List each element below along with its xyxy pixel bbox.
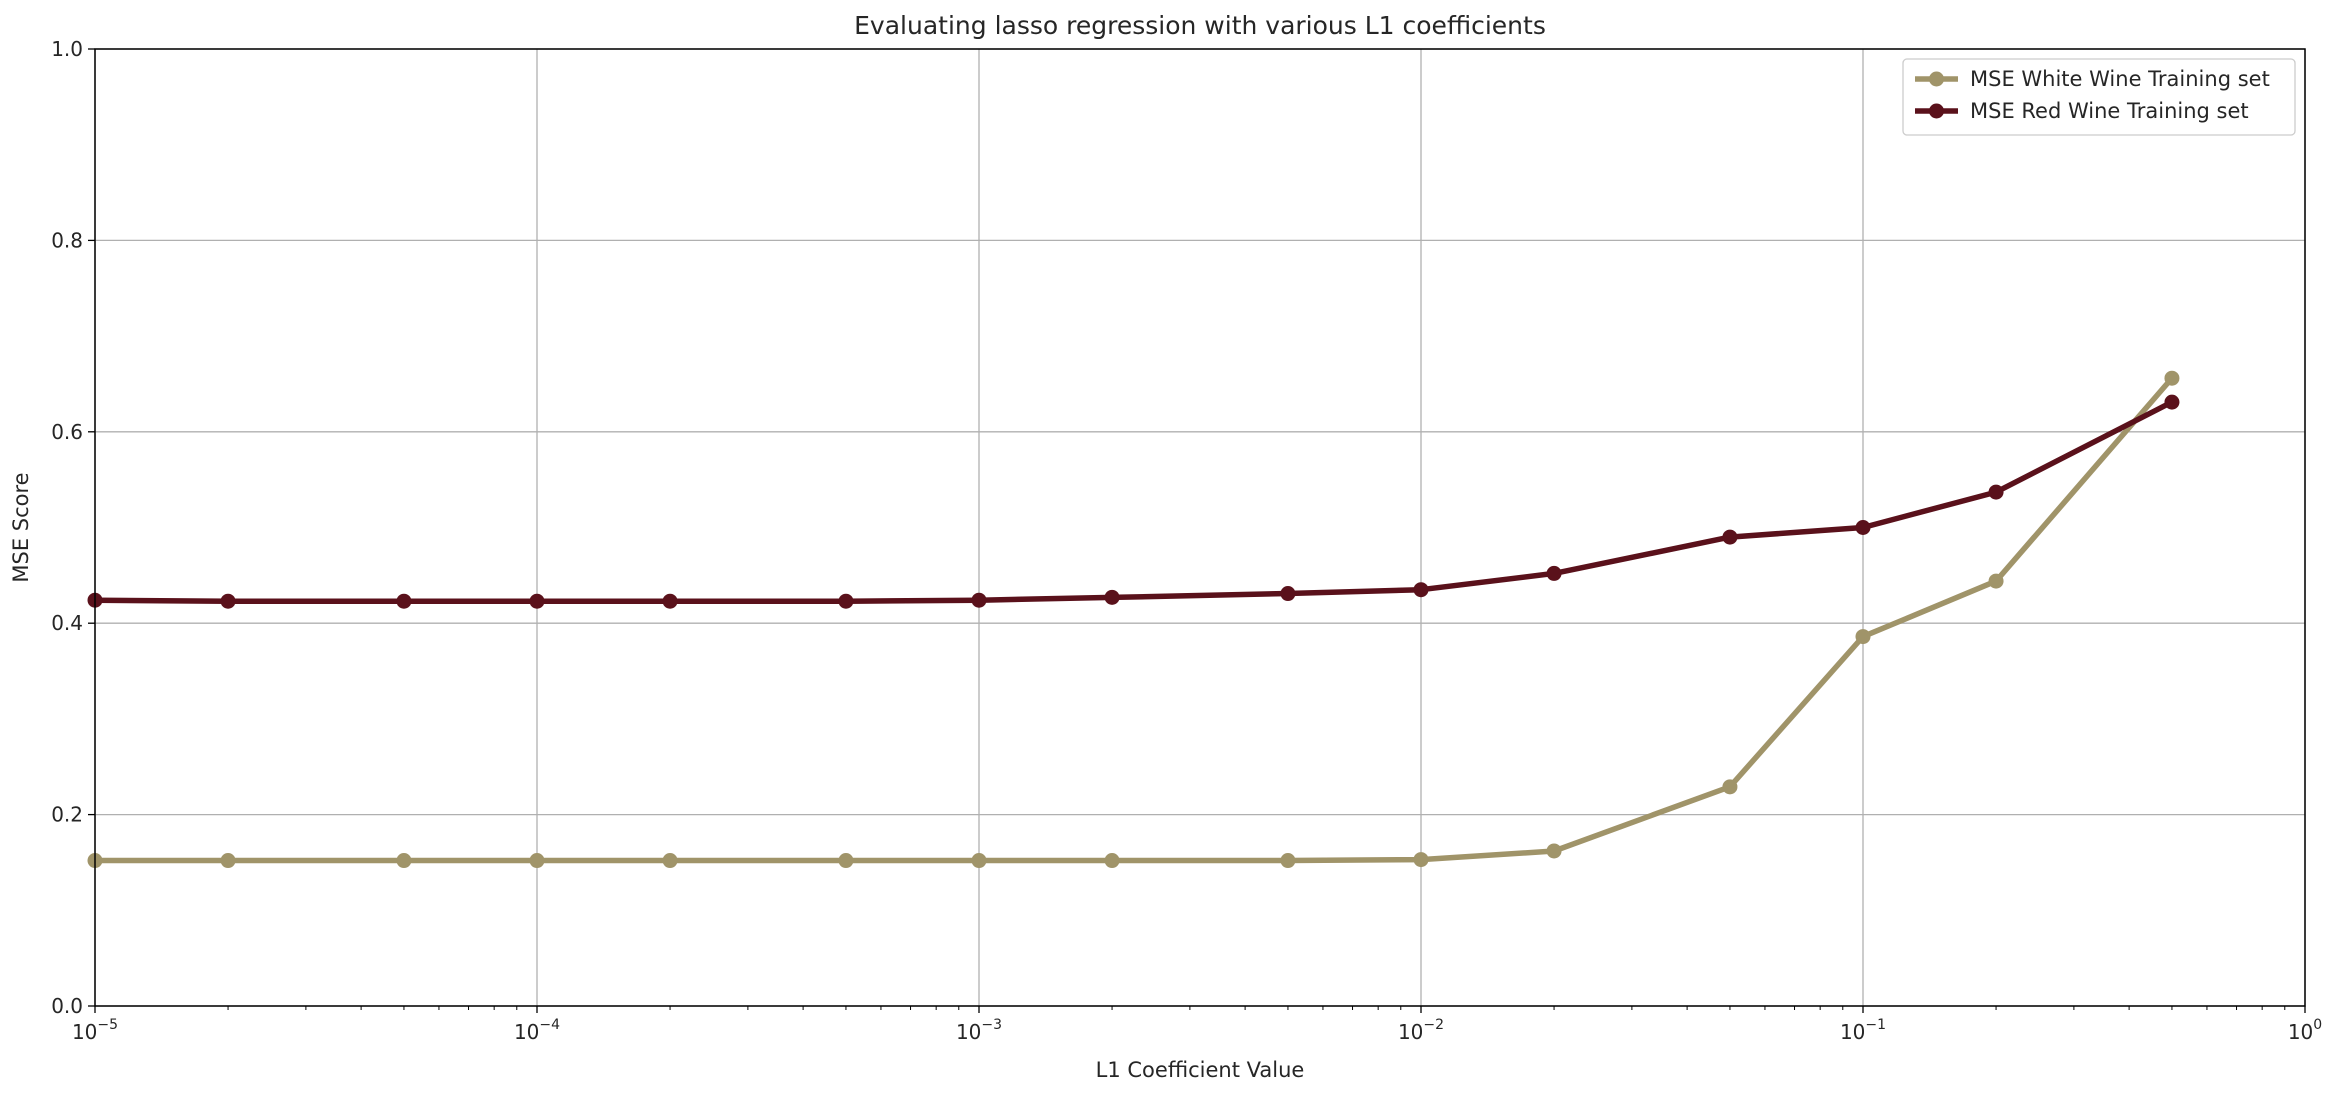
x-tick-label: 10−2 [1398,1017,1444,1044]
x-axis-label: L1 Coefficient Value [1096,1058,1305,1082]
legend-label-1: MSE Red Wine Training set [1970,99,2249,123]
plot-frame [94,48,2306,1007]
legend: MSE White Wine Training set MSE Red Wine … [1902,58,2296,136]
data-point [1413,582,1429,598]
data-point [220,853,236,869]
x-tick-label: 100 [2288,1017,2322,1044]
data-point [2164,394,2180,410]
data-point [838,593,854,609]
data-point [971,592,987,608]
data-point [1988,573,2004,589]
data-point [1722,779,1738,795]
data-point [1280,586,1296,602]
data-point [1855,520,1871,535]
data-point [529,853,545,869]
data-point [1855,629,1871,645]
data-point [1413,852,1429,868]
y-tick-label: 0.2 [51,803,83,827]
data-point [529,593,545,609]
data-point [662,593,678,609]
y-tick-label: 0.6 [51,420,83,444]
x-tick-label: 10−5 [72,1017,118,1044]
data-point [662,853,678,869]
data-point [2164,370,2180,386]
data-point [1546,843,1562,859]
data-point [838,853,854,869]
data-point [396,593,412,609]
x-tick-label: 10−3 [956,1017,1002,1044]
chart-title: Evaluating lasso regression with various… [854,11,1546,40]
series-layer [87,370,2180,869]
x-tick-label: 10−1 [1840,1017,1886,1044]
data-point [971,853,987,869]
legend-label-0: MSE White Wine Training set [1970,67,2270,91]
data-point [1104,589,1120,605]
data-point [1988,484,2004,500]
y-tick-label: 0.0 [51,994,83,1018]
data-point [1546,565,1562,581]
legend-box [1902,58,2296,136]
y-tick-label: 0.8 [51,228,83,252]
y-tick-label: 1.0 [51,37,83,61]
data-point [1280,853,1296,869]
data-point [396,853,412,869]
y-axis-label: MSE Score [9,472,33,582]
series-line-0 [92,375,2175,864]
y-tick-label: 0.4 [51,611,83,635]
legend-marker-0 [1929,71,1944,87]
data-point [1104,853,1120,869]
data-point [220,593,236,609]
legend-marker-1 [1929,103,1944,119]
x-tick-label: 10−4 [514,1017,560,1044]
data-point [1722,529,1738,545]
ticks: 10−5 10−4 10−3 10−2 10−1 100 0.0 0.2 0.4 0.6 0.8 1.… [51,37,2322,1044]
